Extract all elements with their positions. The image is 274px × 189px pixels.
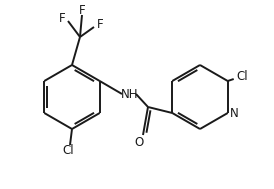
Text: F: F — [79, 5, 85, 18]
Text: NH: NH — [121, 88, 139, 101]
Text: Cl: Cl — [62, 145, 74, 157]
Text: F: F — [59, 12, 65, 26]
Text: Cl: Cl — [236, 70, 247, 84]
Text: N: N — [230, 106, 239, 119]
Text: O: O — [134, 136, 144, 149]
Text: F: F — [97, 19, 103, 32]
